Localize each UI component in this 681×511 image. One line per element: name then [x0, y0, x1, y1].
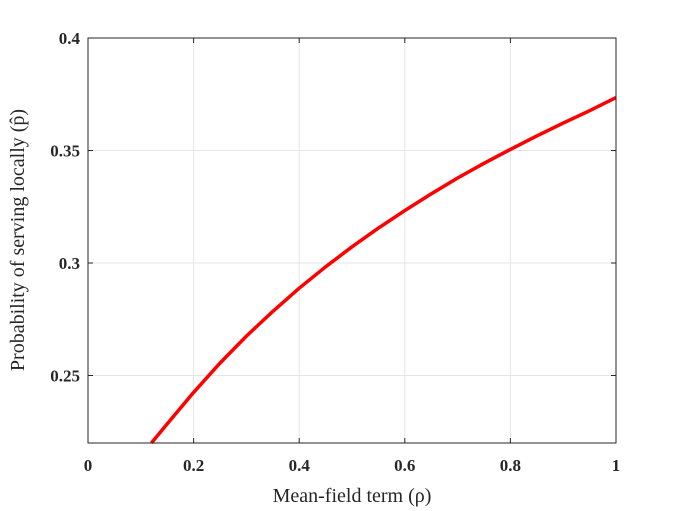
- x-tick-label: 0.4: [289, 456, 311, 475]
- series-layer: [150, 96, 617, 445]
- tick-marks: [87, 37, 617, 443]
- x-axis-label: Mean-field term (ρ): [273, 485, 432, 507]
- series-line: [150, 96, 617, 445]
- x-tick-label: 0.2: [183, 456, 204, 475]
- y-tick-label: 0.3: [59, 254, 80, 273]
- x-tick-labels: 0 0.2 0.4 0.6 0.8 1: [84, 456, 621, 475]
- x-tick-label: 0.8: [500, 456, 521, 475]
- x-tick-label: 0: [84, 456, 93, 475]
- y-tick-label: 0.4: [59, 29, 81, 48]
- plot-area-frame: [87, 37, 617, 444]
- y-tick-label: 0.35: [50, 142, 80, 161]
- y-tick-label: 0.25: [50, 367, 80, 386]
- x-tick-label: 0.6: [394, 456, 415, 475]
- grid-lines: [87, 37, 617, 443]
- y-tick-labels: 0.25 0.3 0.35 0.4: [50, 29, 80, 386]
- x-tick-label: 1: [612, 456, 621, 475]
- y-axis-label: Probability of serving locally (p̂): [7, 109, 29, 371]
